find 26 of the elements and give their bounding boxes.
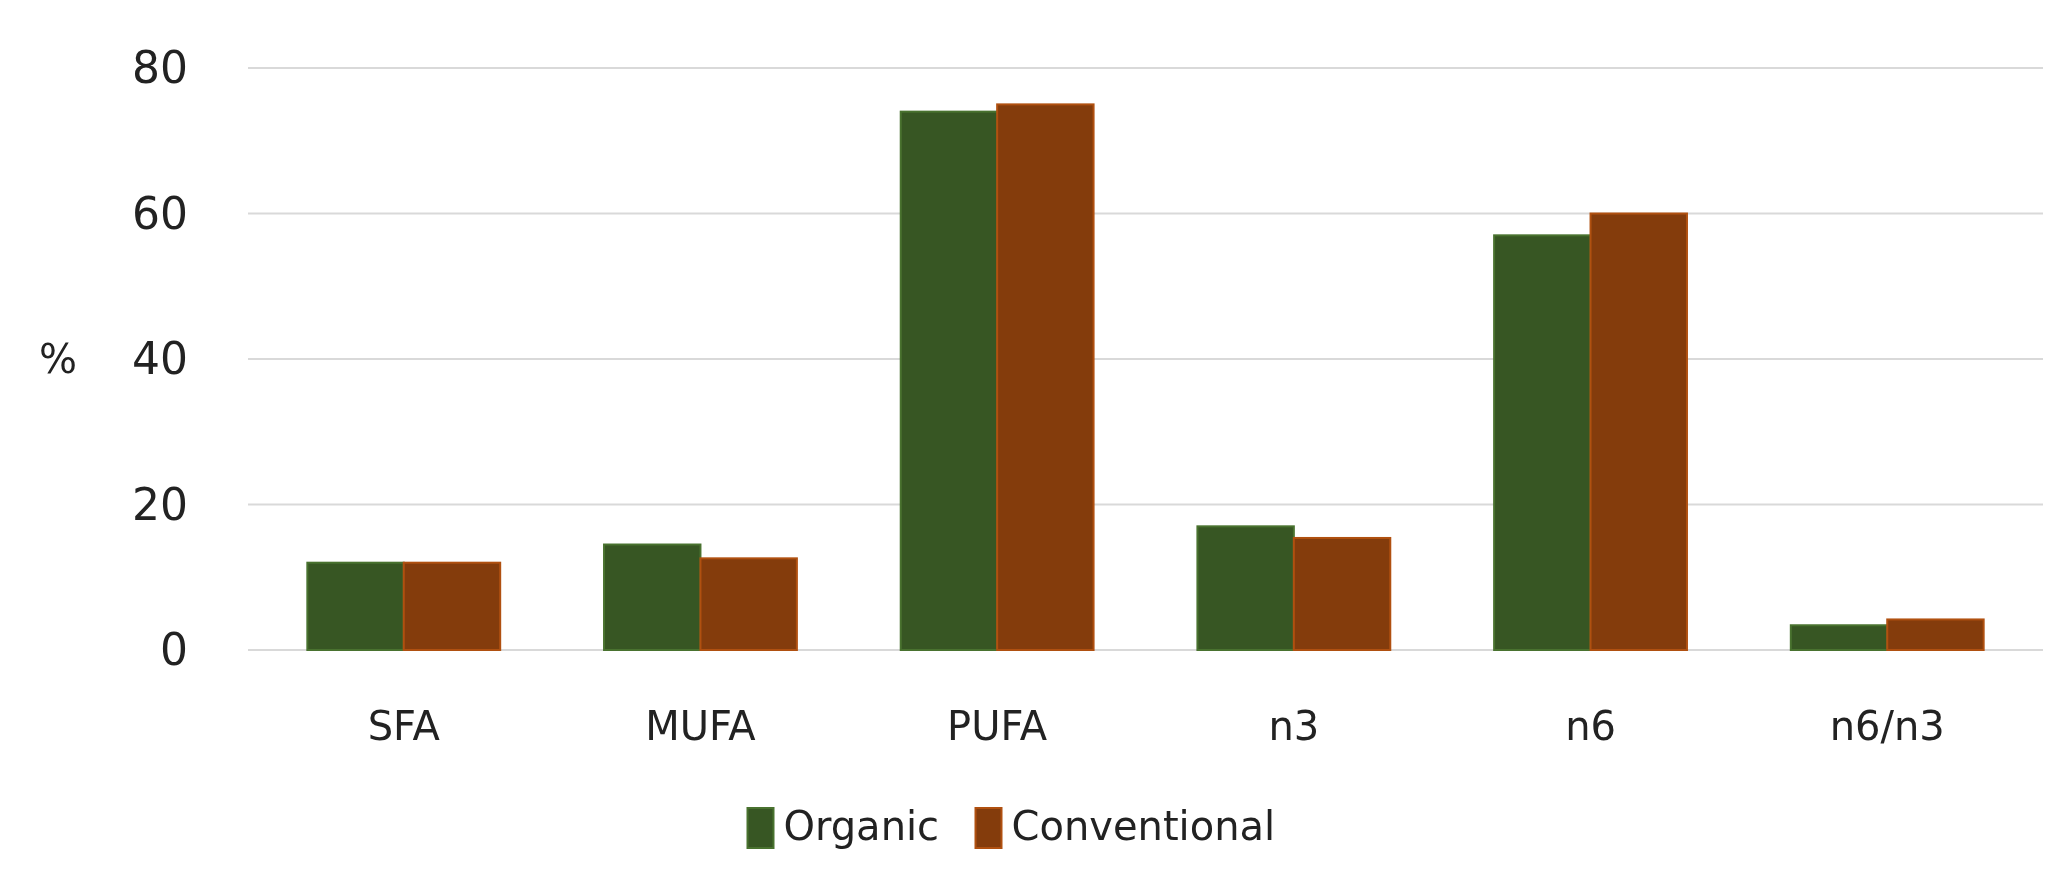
y-tick-label: 20 xyxy=(132,478,188,530)
y-tick-label: 40 xyxy=(132,333,188,385)
y-axis-title: % xyxy=(38,336,78,382)
x-tick-label: n6 xyxy=(1565,703,1616,749)
y-tick-label: 80 xyxy=(132,42,188,94)
y-tick-label: 60 xyxy=(132,187,188,239)
x-tick-label: n3 xyxy=(1268,703,1320,749)
bar xyxy=(1789,624,1889,651)
bar xyxy=(1589,212,1688,651)
bar xyxy=(899,110,999,651)
bar xyxy=(306,561,405,651)
bar xyxy=(1292,536,1392,651)
y-tick-label: 0 xyxy=(160,624,188,676)
bar xyxy=(699,557,798,651)
legend-label: Organic xyxy=(783,803,940,849)
bar xyxy=(603,543,702,651)
bar xyxy=(1196,525,1295,651)
x-tick-label: PUFA xyxy=(947,703,1048,749)
bar xyxy=(996,103,1095,651)
bar xyxy=(1886,618,1985,651)
x-tick-label: n6/n3 xyxy=(1829,703,1945,749)
x-tick-label: MUFA xyxy=(645,703,757,749)
bar xyxy=(1493,234,1592,651)
bar xyxy=(402,561,502,651)
x-tick-label: SFA xyxy=(367,703,441,749)
legend-label: Conventional xyxy=(1011,803,1276,849)
